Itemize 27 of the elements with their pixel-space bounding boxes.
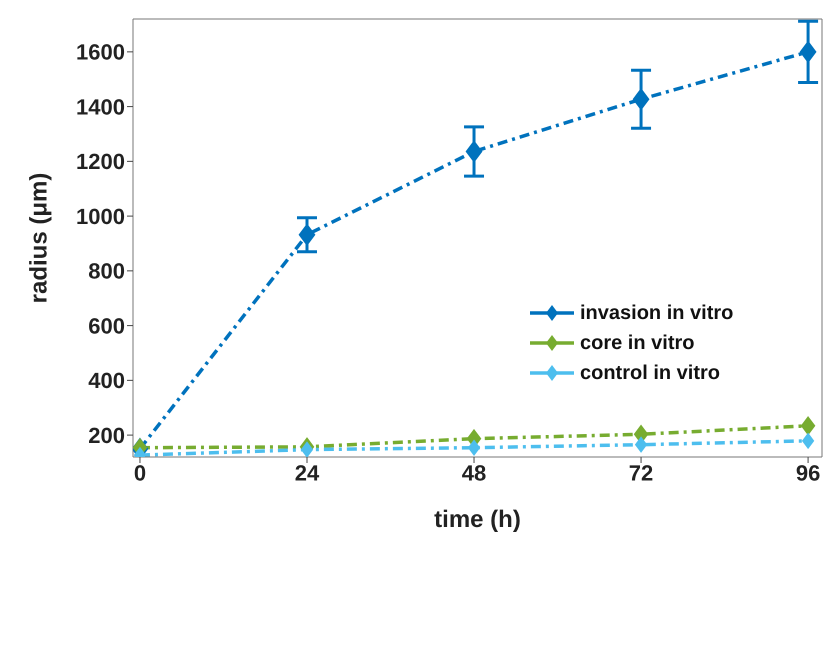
point xyxy=(800,416,816,436)
x-tick-label: 72 xyxy=(628,460,654,486)
point xyxy=(468,440,480,456)
legend-label: control in vitro xyxy=(580,362,720,384)
x-tick-label: 48 xyxy=(462,460,486,486)
x-tick-label: 0 xyxy=(134,460,146,486)
point xyxy=(802,433,814,449)
legend-label: core in vitro xyxy=(580,332,694,354)
x-tick-label: 96 xyxy=(796,460,820,486)
x-axis-title: time (h) xyxy=(434,506,521,533)
y-tick-label: 600 xyxy=(88,313,125,338)
point xyxy=(466,140,482,162)
y-tick-label: 200 xyxy=(88,422,125,448)
point xyxy=(298,224,316,246)
point xyxy=(632,88,650,110)
point xyxy=(800,41,816,63)
y-tick-label: 1000 xyxy=(76,204,125,229)
y-tick-label: 1200 xyxy=(76,149,125,174)
point xyxy=(635,436,648,452)
x-tick-label: 24 xyxy=(294,460,320,486)
y-tick-label: 800 xyxy=(88,258,125,284)
legend-label: invasion in vitro xyxy=(580,302,734,324)
point xyxy=(300,442,313,457)
y-axis-title: radius (μm) xyxy=(26,172,53,304)
y-tick-label: 1400 xyxy=(76,94,125,120)
y-tick-label: 400 xyxy=(88,368,125,394)
y-tick-label: 1600 xyxy=(76,40,125,65)
